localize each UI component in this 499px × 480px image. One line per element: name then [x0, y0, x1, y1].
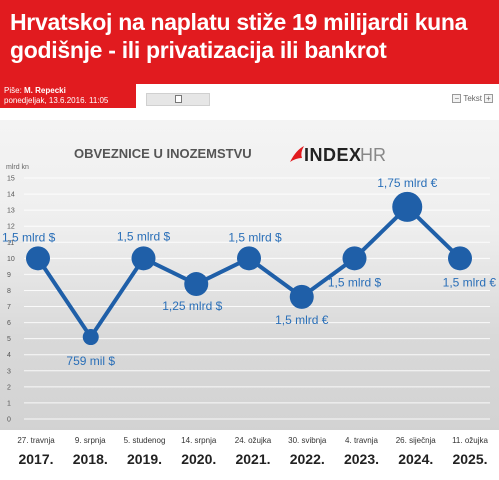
x-year-label: 2019. [127, 451, 162, 467]
data-labels: 1,5 mlrd $ 759 mil $ 1,5 mlrd $ 1,25 mlrd $… [2, 176, 496, 368]
text-increase-button[interactable]: + [484, 94, 493, 103]
y-tick-label: 14 [7, 192, 15, 199]
data-point [237, 246, 261, 271]
data-point [26, 246, 50, 271]
x-year-label: 2021. [235, 451, 270, 467]
text-decrease-button[interactable]: − [452, 94, 462, 103]
x-year-label: 2017. [18, 451, 53, 467]
print-button[interactable] [146, 93, 210, 106]
data-point [131, 246, 156, 271]
flame-icon [290, 146, 304, 162]
logo-text: INDEX [304, 145, 362, 165]
data-label: 1,25 mlrd $ [162, 299, 222, 313]
x-year-label: 2023. [344, 451, 379, 467]
y-tick-label: 11 [7, 240, 14, 247]
print-icon [175, 95, 182, 103]
chart-background-photo [0, 120, 499, 480]
x-year-label: 2022. [290, 451, 325, 467]
data-point [289, 284, 314, 309]
y-tick-label: 6 [7, 320, 11, 327]
x-date-label: 24. ožujka [235, 436, 272, 445]
data-label: 1,5 mlrd € [275, 313, 329, 327]
data-label: 1,5 mlrd $ [228, 230, 282, 244]
chart-title: OBVEZNICE U INOZEMSTVU [74, 146, 252, 161]
y-tick-label: 4 [7, 352, 11, 359]
data-point [448, 246, 472, 271]
y-tick-label: 13 [7, 208, 15, 215]
x-date-label: 4. travnja [345, 436, 378, 445]
byline-prefix: Piše: [4, 86, 25, 95]
data-point [184, 272, 209, 297]
data-label: 1,5 mlrd € [443, 275, 497, 289]
y-tick-label: 9 [7, 272, 11, 279]
author-line: Piše: M. Repecki [4, 86, 136, 96]
data-point [82, 329, 99, 346]
x-year-label: 2018. [73, 451, 108, 467]
byline: Piše: M. Repecki ponedjeljak, 13.6.2016.… [0, 84, 136, 108]
data-points [26, 191, 472, 346]
data-label: 759 mil $ [66, 354, 115, 368]
data-label: 1,5 mlrd $ [328, 275, 382, 289]
x-date-label: 5. studenog [124, 436, 166, 445]
chart-container: OBVEZNICE U INOZEMSTVU INDEX HR mlrd kn … [0, 120, 499, 480]
data-label: 1,5 mlrd $ [117, 229, 171, 243]
y-tick-label: 10 [7, 256, 15, 263]
headline-banner: Hrvatskoj na naplatu stiže 19 milijardi … [0, 0, 499, 84]
y-tick-label: 15 [7, 176, 15, 183]
index-hr-logo: INDEX HR [290, 145, 386, 165]
data-point [342, 246, 367, 271]
text-size-control: − Tekst + [452, 94, 493, 103]
x-axis-strip [0, 430, 499, 480]
x-date-label: 11. ožujka [452, 436, 488, 445]
x-date-label: 26. siječnja [396, 436, 437, 445]
data-point [392, 191, 423, 222]
text-size-label: Tekst [463, 94, 482, 103]
y-tick-label: 5 [7, 336, 11, 343]
y-tick-label: 2 [7, 384, 11, 391]
y-tick-label: 8 [7, 288, 11, 295]
data-label: 1,75 mlrd € [377, 176, 437, 190]
article-headline: Hrvatskoj na naplatu stiže 19 milijardi … [10, 9, 468, 63]
y-tick-label: 0 [7, 417, 11, 424]
author-name[interactable]: M. Repecki [24, 86, 66, 95]
logo-suffix: HR [360, 145, 386, 165]
x-date-label: 14. srpnja [181, 436, 217, 445]
y-axis-unit: mlrd kn [6, 164, 29, 171]
bond-chart-svg: OBVEZNICE U INOZEMSTVU INDEX HR mlrd kn … [2, 145, 496, 467]
y-tick-label: 12 [7, 224, 15, 231]
y-tick-label: 7 [7, 304, 11, 311]
x-date-label: 30. svibnja [288, 436, 327, 445]
x-date-label: 9. srpnja [75, 436, 106, 445]
data-label: 1,5 mlrd $ [2, 230, 56, 244]
y-tick-label: 1 [7, 400, 11, 407]
x-year-label: 2020. [181, 451, 216, 467]
x-year-label: 2025. [452, 451, 487, 467]
x-tick-labels: 27. travnja 2017. 9. srpnja 2018. 5. studeno… [17, 436, 488, 467]
x-year-label: 2024. [398, 451, 433, 467]
publish-date: ponedjeljak, 13.6.2016. 11:05 [4, 96, 109, 105]
x-date-label: 27. travnja [17, 436, 55, 445]
y-tick-label: 3 [7, 368, 11, 375]
